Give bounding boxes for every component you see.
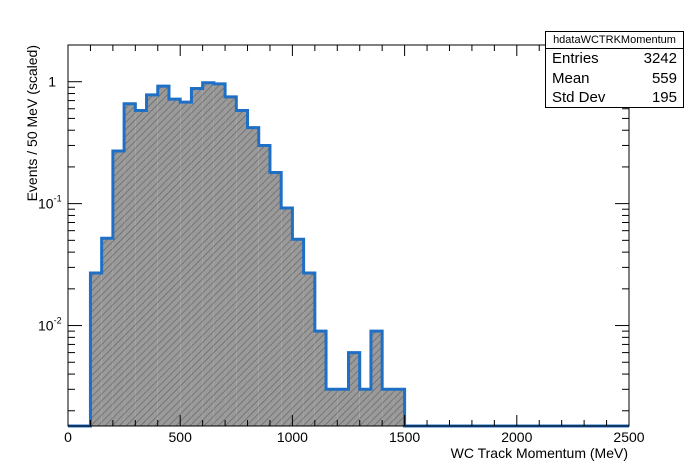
y-tick-label: 1 bbox=[48, 74, 56, 90]
histogram-bar-hatch bbox=[292, 239, 304, 426]
histogram-bar-hatch bbox=[191, 88, 203, 426]
histogram-bar-hatch bbox=[359, 389, 371, 426]
plot-frame bbox=[67, 44, 630, 427]
histogram-bar-hatch bbox=[225, 96, 237, 427]
y-tick-exponent: -1 bbox=[54, 194, 62, 204]
histogram-bar-hatch bbox=[213, 83, 226, 426]
histogram-bar-hatch bbox=[337, 389, 349, 426]
histogram-bar-hatch bbox=[202, 82, 214, 426]
histogram-bar-hatch bbox=[135, 110, 147, 427]
y-tick-label: 10-1 bbox=[38, 194, 62, 212]
x-axis-ticks: 0 500 1000 1500 2000 2500 bbox=[64, 45, 645, 445]
y-tick-label: 10-2 bbox=[38, 316, 62, 334]
stats-value: 559 bbox=[651, 69, 677, 87]
stats-label: Std Dev bbox=[552, 89, 606, 106]
x-tick-label: 0 bbox=[64, 429, 72, 445]
histogram-bar-hatch bbox=[247, 127, 259, 426]
x-tick-label: 1500 bbox=[389, 429, 420, 445]
stats-title: hdataWCTRKMomentum bbox=[546, 32, 683, 49]
x-tick-label: 2500 bbox=[613, 429, 644, 445]
stats-row-stddev: Std Dev 195 bbox=[546, 88, 683, 108]
histogram-bar-hatch bbox=[382, 389, 394, 426]
x-axis-label: WC Track Momentum (MeV) bbox=[451, 445, 628, 461]
stats-row-mean: Mean 559 bbox=[546, 69, 683, 89]
histogram-bar-hatch bbox=[326, 389, 338, 426]
histogram-bar-hatch bbox=[101, 238, 113, 426]
histogram-bars bbox=[90, 82, 405, 427]
y-axis-label: Events / 50 MeV (scaled) bbox=[24, 45, 40, 201]
histogram-bar-hatch bbox=[168, 99, 181, 427]
stats-value: 195 bbox=[651, 89, 677, 106]
histogram-bar-hatch bbox=[146, 94, 158, 426]
histogram-outline bbox=[68, 81, 629, 428]
histogram-bar-hatch bbox=[370, 331, 383, 426]
histogram-bar-hatch bbox=[90, 272, 102, 426]
histogram-bar-hatch bbox=[258, 145, 270, 426]
histogram-bar-hatch bbox=[348, 352, 360, 426]
stats-box: hdataWCTRKMomentum Entries 3242 Mean 559… bbox=[545, 31, 684, 108]
y-tick-exponent: -2 bbox=[54, 316, 62, 326]
histogram-bar-hatch bbox=[303, 272, 315, 426]
stats-label: Mean bbox=[552, 69, 590, 87]
histogram-bar-hatch bbox=[393, 389, 405, 426]
x-tick-label: 500 bbox=[169, 429, 193, 445]
histogram-bar-hatch bbox=[112, 151, 125, 426]
x-tick-label: 1000 bbox=[277, 429, 308, 445]
histogram-bar-hatch bbox=[124, 103, 136, 427]
x-tick-label: 2000 bbox=[501, 429, 532, 445]
histogram-bar-hatch bbox=[314, 331, 327, 426]
histogram-bar-hatch bbox=[180, 102, 192, 427]
histogram-bar-hatch bbox=[269, 172, 282, 426]
stats-value: 3242 bbox=[643, 50, 677, 67]
stats-row-entries: Entries 3242 bbox=[546, 49, 683, 69]
stats-label: Entries bbox=[552, 50, 599, 67]
histogram-bar-hatch bbox=[157, 86, 169, 426]
histogram-bar-hatch bbox=[281, 208, 293, 426]
histogram-bar-hatch bbox=[236, 110, 248, 427]
